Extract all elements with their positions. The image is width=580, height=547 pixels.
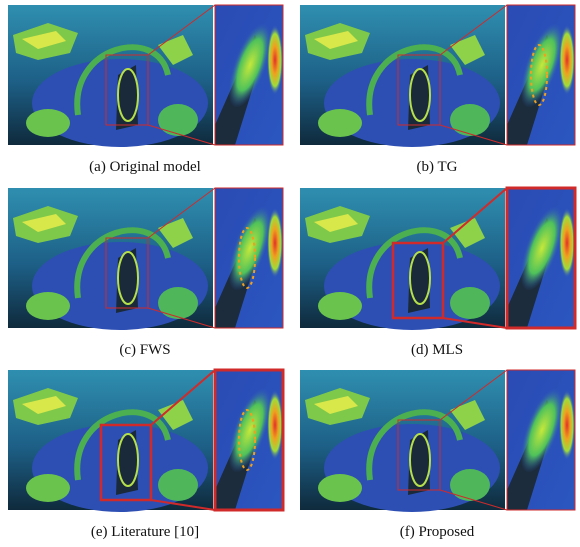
zoom-hotspot	[267, 390, 283, 460]
dragon-leg	[450, 104, 490, 136]
zoom-hotspot	[267, 25, 283, 95]
caption: (a) Original model	[89, 159, 201, 175]
dragon-leg	[26, 109, 70, 137]
panel: (b) TG	[300, 5, 575, 175]
dragon-leg	[318, 109, 362, 137]
dragon-leg	[158, 287, 198, 319]
caption: (f) Proposed	[400, 524, 475, 540]
dragon-leg	[450, 469, 490, 501]
caption: (e) Literature [10]	[91, 524, 199, 540]
dragon-leg	[26, 474, 70, 502]
dragon-leg	[26, 292, 70, 320]
panel: (d) MLS	[300, 188, 575, 358]
panel: (a) Original model	[8, 5, 283, 175]
dragon-leg	[158, 469, 198, 501]
zoom-hotspot	[559, 390, 575, 460]
dragon-leg	[318, 292, 362, 320]
zoom-hotspot	[559, 208, 575, 278]
caption: (b) TG	[417, 159, 458, 175]
panel: (c) FWS	[8, 188, 283, 358]
caption: (c) FWS	[119, 342, 170, 358]
dragon-leg	[318, 474, 362, 502]
zoom-hotspot	[559, 25, 575, 95]
panel: (e) Literature [10]	[8, 370, 283, 540]
dragon-leg	[158, 104, 198, 136]
figure: (a) Original model (b) TG (c) FWS (d) MLS (e…	[0, 0, 580, 542]
panel: (f) Proposed	[300, 370, 575, 540]
zoom-hotspot	[267, 208, 283, 278]
caption: (d) MLS	[411, 342, 463, 358]
dragon-leg	[450, 287, 490, 319]
